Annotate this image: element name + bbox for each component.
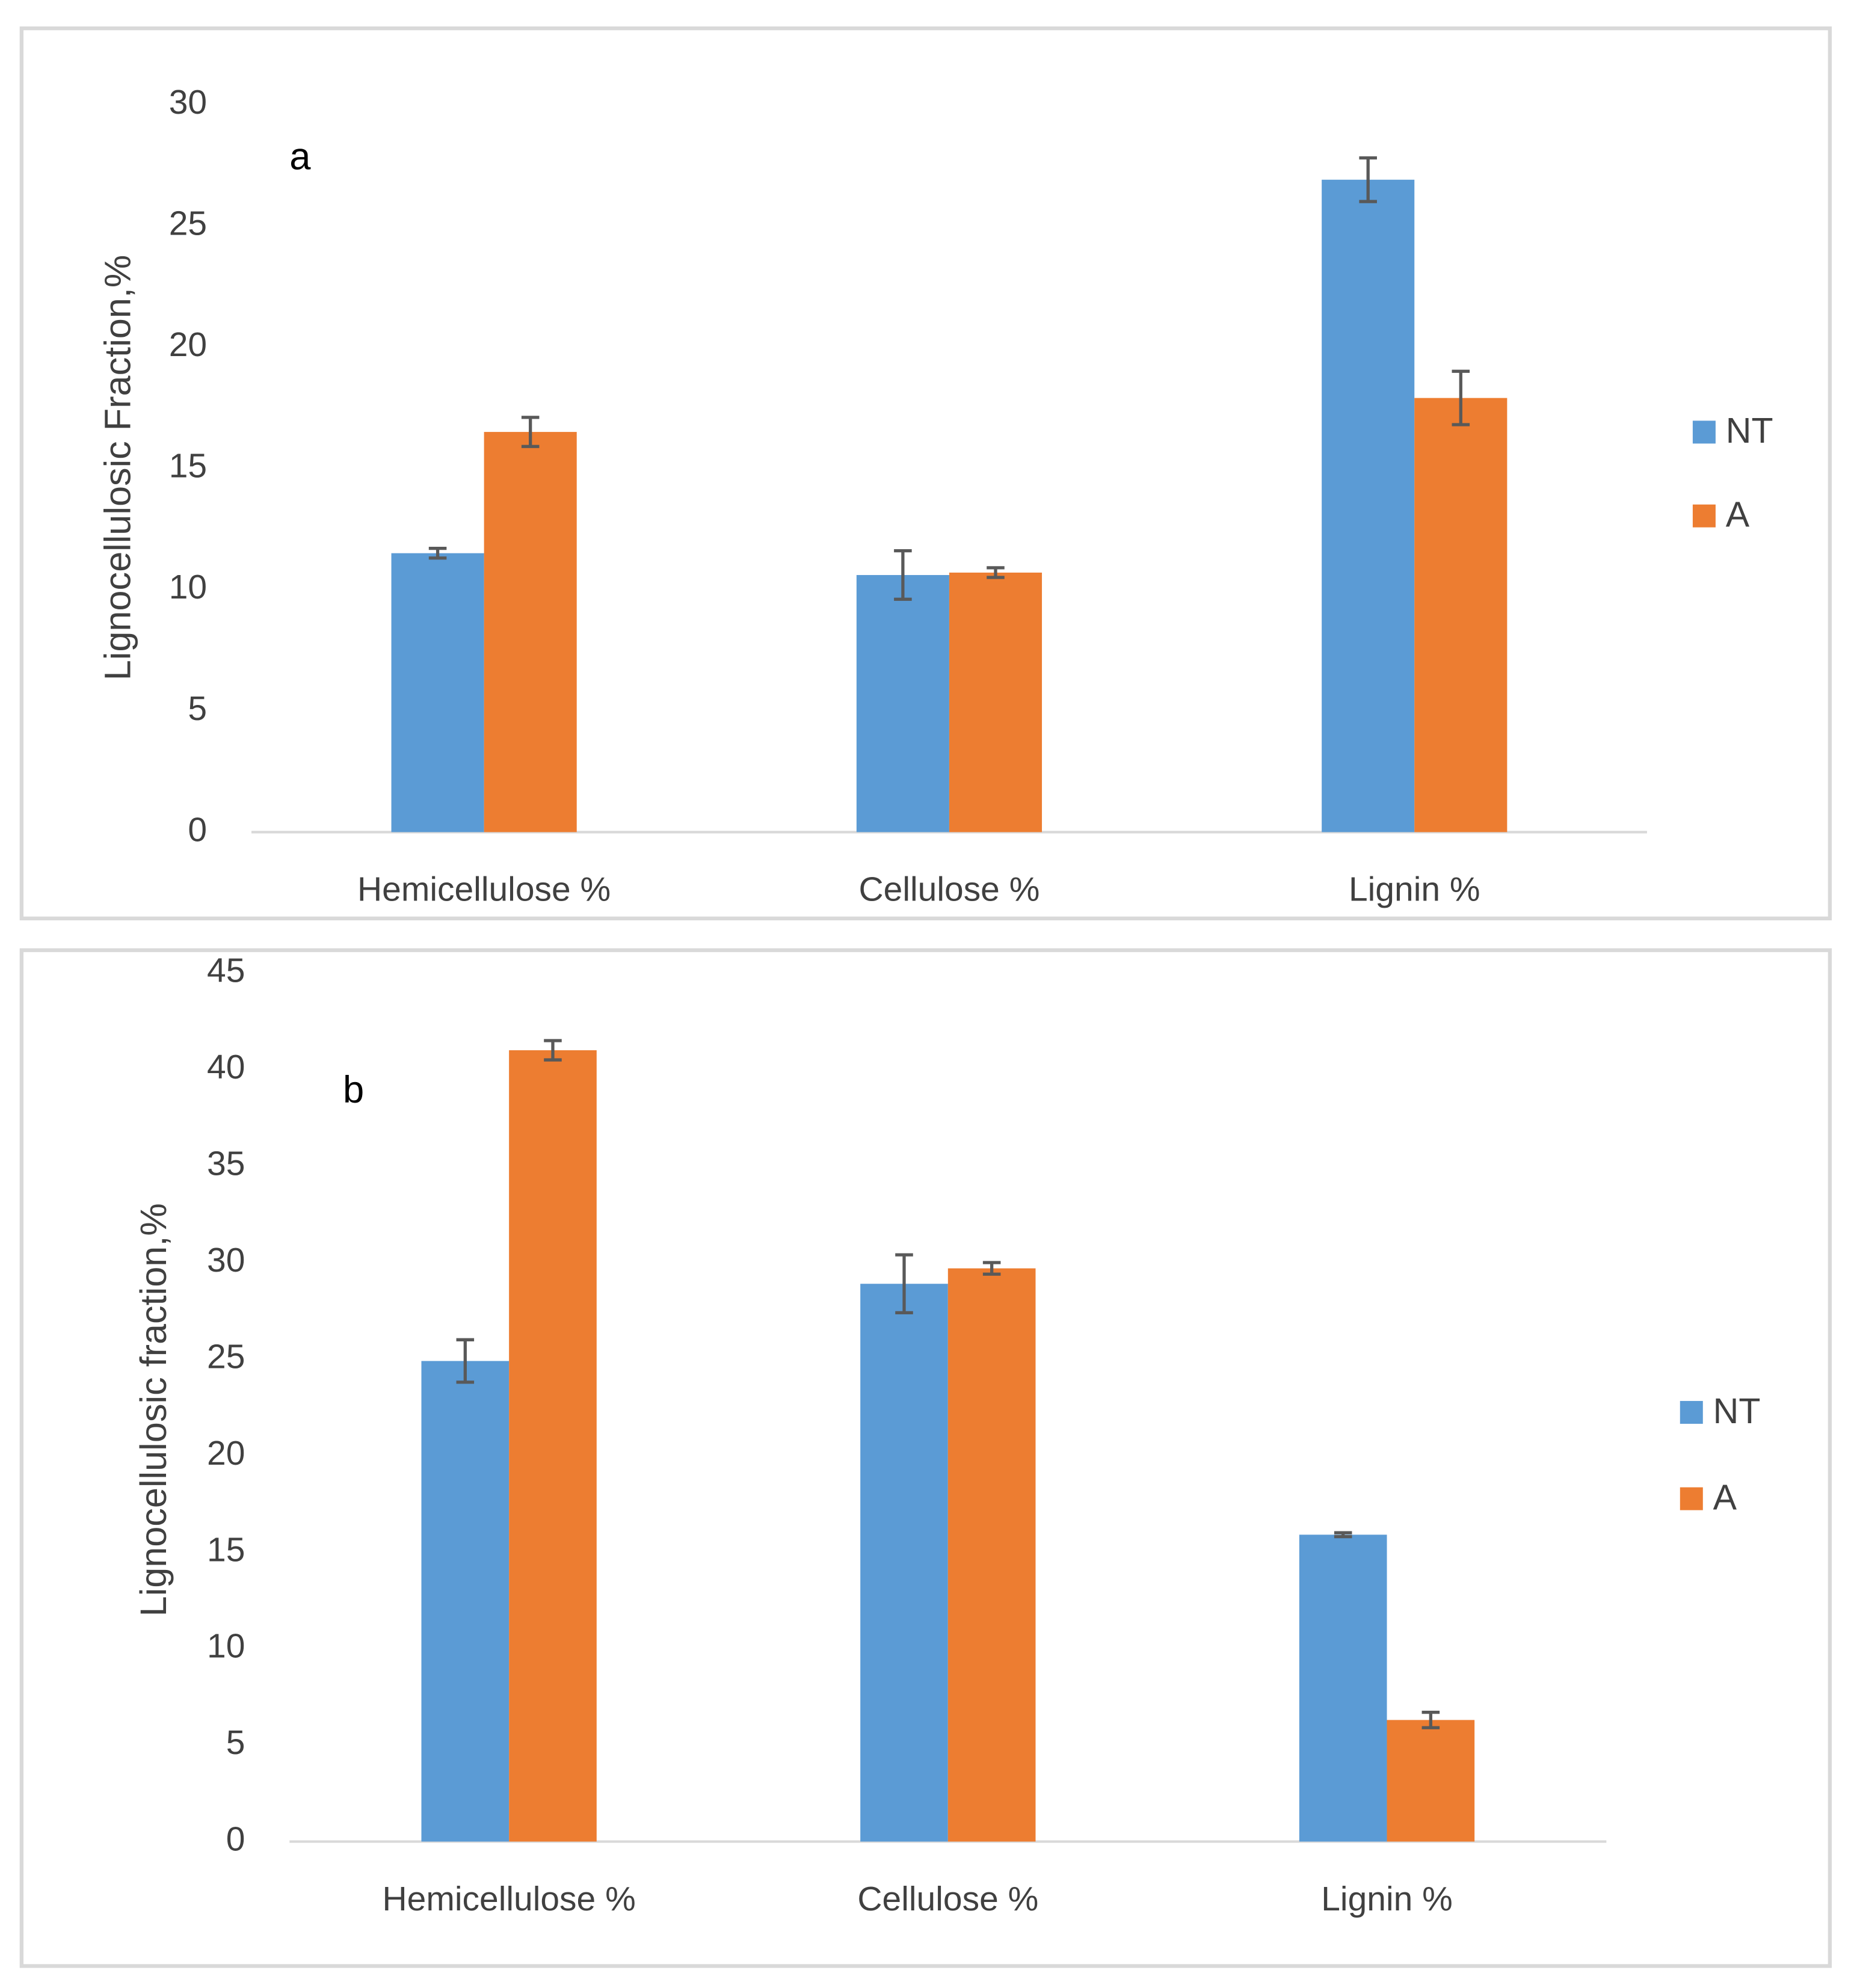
bar: [391, 553, 484, 832]
y-tick-label: 40: [207, 1048, 245, 1086]
x-tick-label: Hemicellulose %: [357, 870, 611, 909]
y-tick-label: 10: [207, 1627, 245, 1666]
y-tick-label: 10: [169, 568, 207, 606]
error-bar: [894, 549, 912, 601]
error-bar: [987, 566, 1005, 579]
bar: [860, 1284, 948, 1842]
bar: [484, 432, 577, 832]
error-bar: [1452, 369, 1470, 426]
error-bar: [428, 546, 447, 560]
error-bar: [982, 1261, 1001, 1276]
y-tick-label: 5: [188, 689, 207, 728]
bar: [856, 574, 949, 832]
legend-label: NT: [1726, 410, 1773, 451]
y-tick-label: 20: [207, 1434, 245, 1473]
legend-label: NT: [1713, 1391, 1761, 1431]
y-tick-label: 30: [169, 83, 207, 122]
bar: [1387, 1720, 1475, 1842]
legend-label: A: [1726, 494, 1750, 534]
y-tick-label: 45: [207, 952, 245, 990]
legend-swatch: [1680, 1487, 1703, 1510]
annotation: b: [343, 1069, 364, 1111]
bar: [421, 1361, 510, 1842]
x-tick-label: Hemicellulose %: [383, 1880, 636, 1918]
bar: [1414, 398, 1508, 832]
error-bar: [1334, 1531, 1352, 1539]
y-tick-label: 20: [169, 325, 207, 364]
y-tick-label: 30: [207, 1241, 245, 1279]
y-tick-label: 15: [207, 1530, 245, 1569]
error-bar: [895, 1253, 913, 1315]
error-bar: [521, 416, 540, 448]
error-bar: [1421, 1710, 1440, 1729]
x-tick-label: Lignin %: [1349, 870, 1480, 909]
y-tick-label: 15: [169, 447, 207, 485]
bar: [1299, 1534, 1387, 1842]
error-bar: [456, 1338, 475, 1384]
y-tick-label: 0: [188, 810, 207, 849]
y-tick-label: 0: [226, 1820, 245, 1859]
y-tick-label: 5: [226, 1723, 245, 1762]
legend-swatch: [1680, 1401, 1703, 1424]
annotation: a: [289, 135, 311, 177]
y-tick-label: 25: [207, 1337, 245, 1376]
y-axis-label: Lignocellulosic Fraction,%: [97, 255, 138, 681]
legend-swatch: [1692, 504, 1716, 528]
x-tick-label: Lignin %: [1321, 1880, 1453, 1918]
error-bar: [544, 1039, 562, 1062]
legend-label: A: [1713, 1477, 1737, 1517]
bar: [949, 572, 1042, 832]
legend-swatch: [1692, 420, 1716, 444]
y-axis-label: Lignocellulosic fraction,%: [133, 1203, 174, 1616]
bar: [1322, 179, 1415, 832]
x-tick-label: Cellulose %: [858, 870, 1039, 909]
error-bar: [1359, 156, 1377, 203]
bar: [509, 1050, 597, 1842]
y-tick-label: 35: [207, 1145, 245, 1183]
bar: [947, 1268, 1036, 1842]
x-tick-label: Cellulose %: [857, 1880, 1038, 1918]
y-tick-label: 25: [169, 204, 207, 242]
